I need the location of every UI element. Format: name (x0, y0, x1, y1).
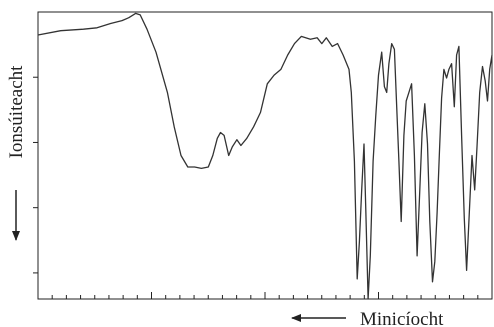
x-axis-ticks (37, 292, 493, 299)
y-axis-ticks (33, 76, 38, 274)
x-axis-label: Minicíocht (360, 309, 444, 327)
plot-frame (37, 11, 493, 300)
spectrum-line (37, 12, 493, 300)
y-axis-label: Ionsúiteacht (6, 65, 27, 159)
